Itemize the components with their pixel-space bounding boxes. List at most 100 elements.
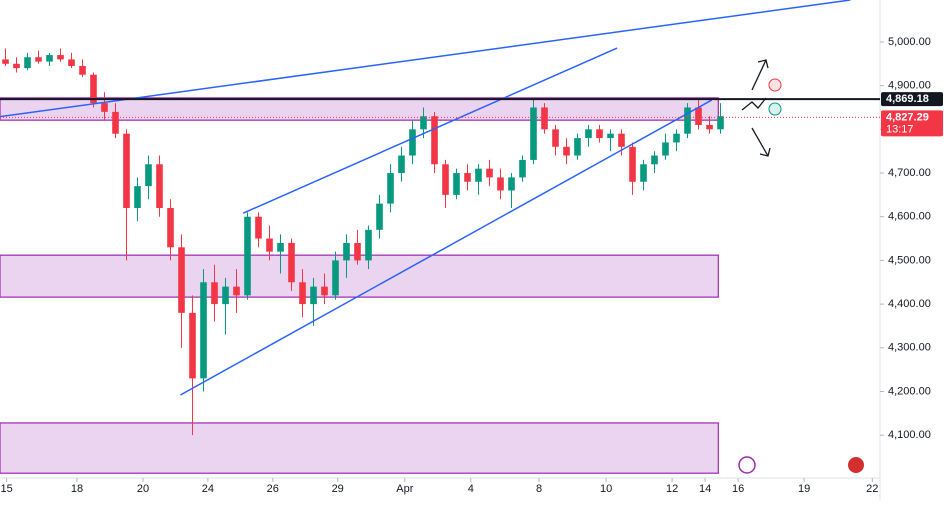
buy-marker: [768, 102, 782, 116]
candle-body: [24, 57, 31, 69]
y-tick-label: 4,500.00: [888, 254, 931, 266]
candle-body: [57, 55, 64, 60]
candle-body: [233, 286, 240, 296]
candle-body: [497, 177, 504, 191]
candle-body: [200, 282, 207, 379]
y-tick-label: 4,300.00: [888, 342, 931, 354]
candle-body: [585, 129, 592, 139]
x-tick-label: 24: [202, 483, 214, 495]
price-label: 4,869.18: [886, 93, 929, 105]
candle-body: [145, 164, 152, 187]
candle-body: [530, 107, 537, 160]
candle-body: [2, 59, 9, 64]
candle-body: [618, 133, 625, 147]
countdown: 13:17: [886, 123, 914, 135]
path-arrow: [741, 97, 767, 111]
candle-body: [310, 286, 317, 305]
candle-body: [475, 168, 482, 182]
candle-body: [134, 186, 141, 208]
candle-body: [431, 116, 438, 165]
candle-body: [354, 242, 361, 261]
candle-body: [244, 216, 251, 296]
price-label: 4,827.29: [886, 111, 929, 123]
candle-body: [178, 247, 185, 313]
zone: [0, 254, 719, 298]
candle-body: [552, 129, 559, 147]
candle-body: [662, 142, 669, 156]
candle-body: [640, 164, 647, 182]
trend-line: [0, 0, 851, 118]
arrow-up-head: [757, 59, 769, 69]
candle-body: [288, 242, 295, 283]
candle-body: [277, 242, 284, 252]
y-tick-label: 4,600.00: [888, 211, 931, 223]
candle-body: [387, 173, 394, 204]
x-tick-label: 29: [332, 483, 344, 495]
arrow-down-head: [759, 147, 771, 157]
candle-body: [156, 164, 163, 208]
y-tick-label: 4,400.00: [888, 298, 931, 310]
candle-body: [541, 107, 548, 130]
candle-body: [299, 282, 306, 305]
candle-body: [464, 173, 471, 182]
y-tick-label: 4,900.00: [888, 80, 931, 92]
candle-body: [695, 107, 702, 125]
candle-body: [651, 155, 658, 165]
candle-body: [365, 229, 372, 261]
candle-body: [211, 282, 218, 305]
candles: [2, 48, 724, 436]
candle-body: [343, 242, 350, 261]
candle-body: [90, 74, 97, 104]
trend-line: [242, 47, 618, 214]
price-label-bg: [881, 92, 943, 107]
candle-body: [79, 65, 86, 75]
x-tick-label: 22: [866, 483, 878, 495]
x-tick-label: 26: [267, 483, 279, 495]
x-tick-label: 8: [536, 483, 542, 495]
x-tick-label: 12: [666, 483, 678, 495]
arrow-down: [751, 127, 769, 157]
candle-body: [563, 146, 570, 156]
candle-body: [486, 168, 493, 178]
candle-body: [596, 129, 603, 139]
candle-body: [519, 159, 526, 178]
candle-body: [508, 177, 515, 191]
candle-body: [442, 164, 449, 195]
candle-body: [112, 111, 119, 134]
candle-body: [717, 116, 724, 130]
candle-body: [376, 203, 383, 230]
x-tick-label: 14: [699, 483, 711, 495]
candle-body: [607, 133, 614, 139]
candle-body: [684, 107, 691, 134]
y-tick-label: 4,200.00: [888, 385, 931, 397]
sell-marker: [768, 78, 782, 92]
candle-body: [189, 312, 196, 379]
flag-icon[interactable]: [848, 457, 864, 473]
candle-body: [68, 59, 75, 66]
candle-body: [101, 103, 108, 112]
x-tick-label: Apr: [396, 483, 413, 495]
candle-body: [673, 133, 680, 143]
x-tick-label: 4: [468, 483, 474, 495]
events-icon[interactable]: [738, 456, 756, 474]
y-tick-label: 4,100.00: [888, 429, 931, 441]
candle-body: [453, 173, 460, 195]
x-tick-label: 18: [71, 483, 83, 495]
candle-body: [46, 55, 53, 62]
candle-body: [266, 238, 273, 252]
candle-body: [123, 133, 130, 208]
x-tick-label: 15: [0, 483, 12, 495]
price-label-bg: [881, 110, 943, 137]
candle-body: [398, 155, 405, 174]
trend-line: [180, 99, 713, 396]
x-tick-label: 16: [732, 483, 744, 495]
candle-body: [35, 57, 42, 62]
candle-body: [574, 138, 581, 156]
arrow-up: [751, 59, 767, 91]
zone: [0, 97, 719, 121]
x-tick-label: 19: [798, 483, 810, 495]
x-tick-label: 10: [600, 483, 612, 495]
candle-body: [167, 207, 174, 248]
